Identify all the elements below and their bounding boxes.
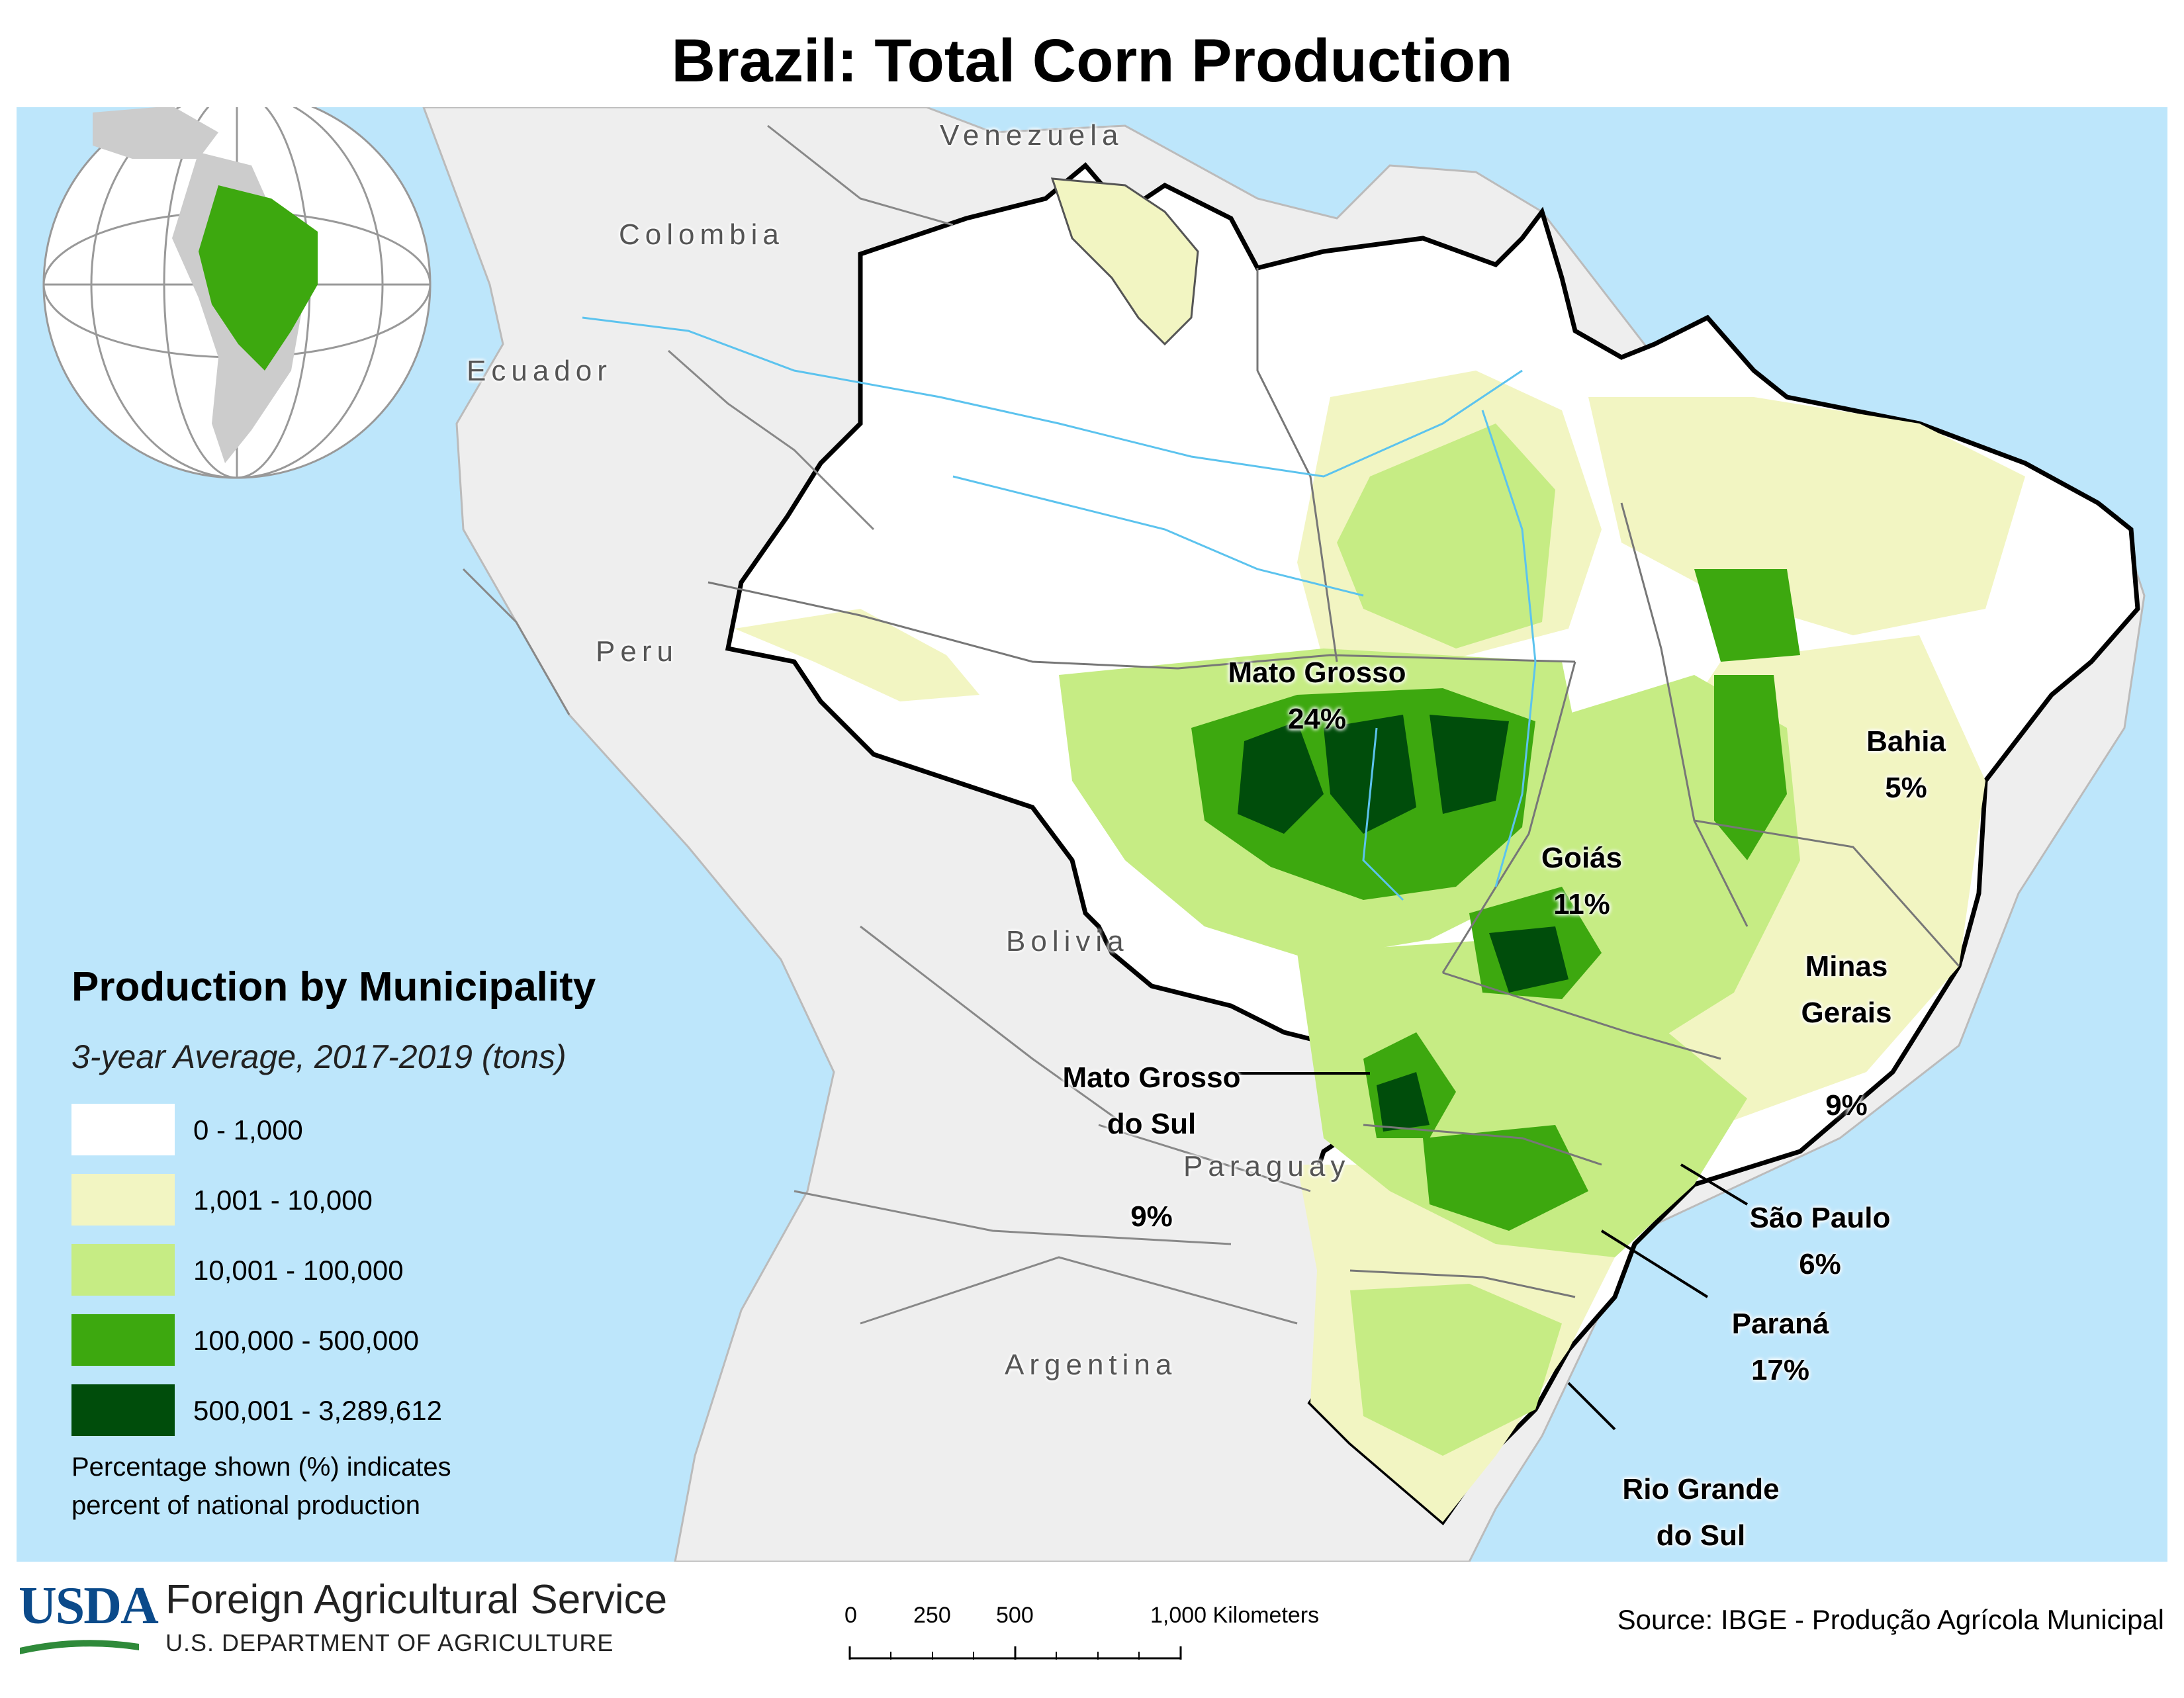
legend-label-class1: 1,001 - 10,000 <box>193 1184 373 1216</box>
country-label-peru: Peru <box>596 635 678 668</box>
state-percent: 24% <box>1287 703 1347 735</box>
state-name: Paraná <box>1731 1308 1829 1340</box>
region-class2-para <box>1337 424 1555 648</box>
footer <box>0 1562 2184 1687</box>
state-name: São Paulo <box>1749 1202 1891 1234</box>
region-class4-matogrosso-c <box>1324 715 1416 834</box>
state-percent: 11% <box>1553 888 1610 920</box>
neighbour-borders <box>462 124 1311 1325</box>
state-percent: 5% <box>1885 772 1927 804</box>
state-name: Rio Grande do Sul <box>1622 1473 1780 1552</box>
region-class4-matogrosso-e <box>1430 715 1509 814</box>
country-label-bolivia: Bolivia <box>1006 925 1129 958</box>
globe-north-america <box>93 107 218 159</box>
map-canvas <box>17 107 2167 1562</box>
legend-label-class3: 100,000 - 500,000 <box>193 1325 419 1356</box>
scale-bar <box>848 1646 1182 1660</box>
region-class2-rs <box>1350 1284 1562 1456</box>
legend-label-class2: 10,001 - 100,000 <box>193 1255 404 1286</box>
country-label-ecuador: Ecuador <box>467 355 612 387</box>
globe-brazil <box>199 185 318 371</box>
state-percent: 6% <box>1799 1248 1841 1280</box>
state-label-parana: Paraná 17% <box>1681 1301 1880 1394</box>
region-class3-parana <box>1423 1125 1588 1231</box>
state-label-mato-grosso-do-sul: Mato Grosso do Sul 9% <box>1013 1008 1291 1286</box>
usda-logo-swoosh <box>20 1640 139 1654</box>
state-name: Mato Grosso <box>1228 656 1406 689</box>
state-percent: 17% <box>1751 1354 1810 1386</box>
state-percent: 9% <box>1130 1200 1173 1233</box>
legend-note: Percentage shown (%) indicates percent o… <box>71 1452 451 1520</box>
region-class4-matogrosso-w <box>1238 721 1324 834</box>
legend-swatch-class4 <box>71 1384 175 1436</box>
rivers <box>582 316 1537 901</box>
region-class3-maranhao <box>1694 569 1800 662</box>
region-class4-msul <box>1377 1072 1430 1132</box>
country-label-paraguay: Paraguay <box>1183 1150 1351 1183</box>
legend-swatch-class0 <box>71 1104 175 1155</box>
source-credit: Source: IBGE - Produção Agrícola Municip… <box>1617 1604 2164 1635</box>
scale-label-250: 250 <box>913 1603 951 1628</box>
scale-label-1000: 1,000 Kilometers <box>1150 1603 1320 1628</box>
state-label-mato-grosso: Mato Grosso 24% <box>1145 650 1489 742</box>
region-class3-bahia <box>1714 675 1787 860</box>
state-name: Goiás <box>1541 842 1623 874</box>
usda-logo: USDA <box>19 1577 159 1635</box>
scale-label-500: 500 <box>996 1603 1034 1628</box>
agency-name: Foreign Agricultural Service <box>165 1577 668 1623</box>
region-class4-goias <box>1489 926 1569 993</box>
state-name: Bahia <box>1866 725 1946 758</box>
legend-label-class4: 500,001 - 3,289,612 <box>193 1395 442 1426</box>
legend-label-class0: 0 - 1,000 <box>193 1114 303 1145</box>
map-title: Brazil: Total Corn Production <box>671 27 1513 95</box>
scale-label-0: 0 <box>844 1603 857 1628</box>
legend-title: Production by Municipality <box>71 964 596 1010</box>
state-label-minas-gerais: Minas Gerais 9% <box>1747 897 1946 1175</box>
state-label-goias: Goiás 11% <box>1502 835 1661 928</box>
country-label-argentina: Argentina <box>1005 1349 1177 1381</box>
country-label-venezuela: Venezuela <box>940 119 1124 152</box>
region-class1-west <box>735 609 979 701</box>
legend-swatch-class1 <box>71 1174 175 1226</box>
legend-swatch-class2 <box>71 1244 175 1296</box>
locator-globe <box>42 107 432 479</box>
state-label-bahia: Bahia 5% <box>1813 719 1999 811</box>
country-label-colombia: Colombia <box>619 218 784 251</box>
state-boundaries <box>707 268 1960 1298</box>
legend-swatch-class3 <box>71 1314 175 1366</box>
state-name: Minas Gerais <box>1801 950 1892 1029</box>
roraima-boundary <box>1050 177 1199 346</box>
state-name: Mato Grosso do Sul <box>1062 1061 1241 1140</box>
leader-lines <box>1238 1072 1749 1431</box>
state-percent: 9% <box>1825 1089 1868 1122</box>
state-label-sao-paulo: São Paulo 6% <box>1714 1195 1926 1288</box>
region-class2-center-south <box>1297 940 1747 1257</box>
legend-subtitle: 3-year Average, 2017-2019 (tons) <box>71 1038 567 1075</box>
department-name: U.S. DEPARTMENT OF AGRICULTURE <box>165 1629 614 1656</box>
